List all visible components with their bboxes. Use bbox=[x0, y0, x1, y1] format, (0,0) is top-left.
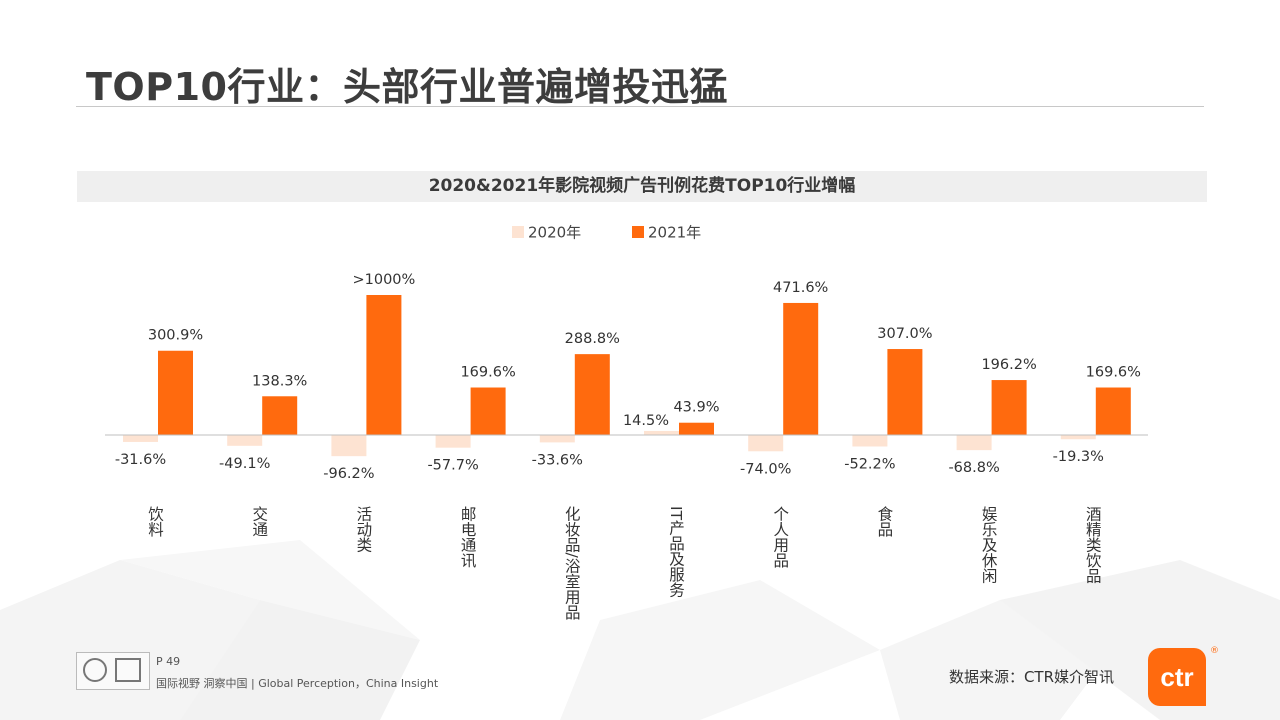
bar-2020-3 bbox=[435, 435, 471, 448]
category-label-7: 食品 bbox=[875, 506, 893, 538]
data-label-2021-8: 196.2% bbox=[981, 357, 1036, 373]
footer-tagline: 国际视野 洞察中国 | Global Perception，China Insi… bbox=[156, 677, 439, 690]
category-label-9: 酒精类饮品 bbox=[1084, 506, 1102, 584]
certification-seal-icon bbox=[83, 658, 107, 682]
data-label-2020-6: -74.0% bbox=[740, 461, 791, 477]
title-divider bbox=[76, 106, 1204, 107]
data-label-2020-8: -68.8% bbox=[948, 460, 999, 476]
data-label-2021-4: 288.8% bbox=[565, 331, 620, 347]
bar-2020-1 bbox=[227, 435, 263, 446]
bar-2020-2 bbox=[331, 435, 367, 457]
data-label-2021-7: 307.0% bbox=[877, 326, 932, 342]
data-label-2020-5: 14.5% bbox=[623, 413, 669, 429]
category-labels-group: 饮料 交通 活动类 邮电通讯 化妆品/浴室用品 IT产品及服务 个人用品 食品 娱乐及休闲 酒精类… bbox=[146, 506, 1102, 620]
category-label-8: 娱乐及休闲 bbox=[980, 506, 998, 585]
chart-title: 2020&2021年影院视频广告刊例花费TOP10行业增幅 bbox=[77, 171, 1207, 202]
bar-2021-1 bbox=[262, 396, 298, 435]
page-title: TOP10行业：头部行业普遍增投迅猛 bbox=[86, 65, 728, 109]
bar-2020-6 bbox=[748, 435, 784, 452]
data-label-2021-2: >1000% bbox=[352, 272, 415, 288]
bar-2021-7 bbox=[887, 349, 923, 435]
bar-2020-7 bbox=[852, 435, 888, 447]
registered-mark: ® bbox=[1210, 646, 1219, 656]
data-label-2020-3: -57.7% bbox=[427, 458, 478, 474]
legend-label-2020: 2020年 bbox=[528, 224, 581, 242]
legend-swatch-2021 bbox=[632, 226, 644, 238]
bar-2020-4 bbox=[539, 435, 575, 443]
data-label-2021-5: 43.9% bbox=[673, 400, 719, 416]
data-label-2020-1: -49.1% bbox=[219, 456, 270, 472]
category-label-3: 邮电通讯 bbox=[459, 506, 477, 570]
category-label-5: IT产品及服务 bbox=[667, 506, 685, 599]
category-label-2: 活动类 bbox=[354, 506, 372, 553]
data-label-2020-9: -19.3% bbox=[1053, 449, 1104, 465]
bar-2021-6 bbox=[783, 302, 819, 435]
chart-legend: 2020年 2021年 bbox=[512, 224, 701, 242]
bar-2021-0 bbox=[158, 350, 193, 435]
data-label-2021-6: 471.6% bbox=[773, 280, 828, 296]
category-label-4: 化妆品/浴室用品 bbox=[563, 506, 581, 620]
certification-logos bbox=[76, 652, 150, 690]
page-number: P 49 bbox=[156, 655, 181, 668]
data-label-2020-2: -96.2% bbox=[323, 466, 374, 482]
category-label-1: 交通 bbox=[250, 506, 268, 538]
data-label-2021-1: 138.3% bbox=[252, 373, 307, 389]
bar-2021-9 bbox=[1095, 387, 1131, 435]
bar-2020-0 bbox=[123, 435, 158, 442]
data-source: 数据来源：CTR媒介智讯 bbox=[948, 668, 1114, 686]
legend-swatch-2020 bbox=[512, 226, 524, 238]
bar-2021-4 bbox=[574, 354, 610, 435]
data-label-2021-0: 300.9% bbox=[148, 328, 203, 344]
data-labels-group: 300.9% -31.6% 138.3% -49.1% >1000% -96.2% 169.… bbox=[115, 272, 1141, 482]
bar-2021-3 bbox=[470, 387, 506, 435]
bar-2020-5 bbox=[644, 430, 679, 435]
data-label-2020-0: -31.6% bbox=[115, 452, 166, 468]
bar-chart: 2020年 2021年 300.9% -31.6% 138.3% -49.1% >1000… bbox=[105, 224, 1148, 620]
data-label-2021-3: 169.6% bbox=[460, 365, 515, 381]
legend-label-2021: 2021年 bbox=[648, 224, 701, 242]
category-label-0: 饮料 bbox=[146, 506, 164, 538]
data-label-2020-7: -52.2% bbox=[844, 456, 895, 472]
certification-badge-icon bbox=[115, 658, 141, 682]
ctr-logo: ctr bbox=[1148, 648, 1206, 706]
bar-2021-5 bbox=[679, 422, 714, 435]
bar-2021-8 bbox=[991, 380, 1027, 435]
bar-2020-9 bbox=[1060, 435, 1096, 440]
bar-2021-2 bbox=[366, 295, 402, 435]
bar-2020-8 bbox=[956, 435, 992, 451]
data-label-2021-9: 169.6% bbox=[1086, 365, 1141, 381]
data-label-2020-4: -33.6% bbox=[532, 452, 583, 468]
bars-group bbox=[123, 295, 1131, 457]
category-label-6: 个人用品 bbox=[771, 506, 789, 569]
